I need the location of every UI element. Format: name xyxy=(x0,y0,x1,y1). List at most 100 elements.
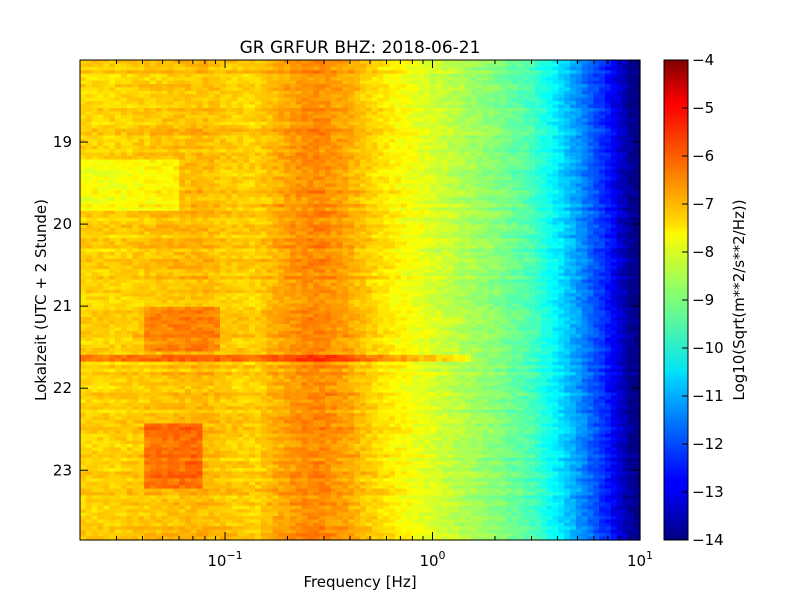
heatmap-cell xyxy=(290,152,297,157)
heatmap-cell xyxy=(260,200,268,205)
heatmap-cell xyxy=(365,204,373,209)
heatmap-cell xyxy=(430,231,437,236)
heatmap-cell xyxy=(482,190,489,195)
heatmap-cell xyxy=(126,156,134,161)
heatmap-cell xyxy=(634,169,641,174)
heatmap-cell xyxy=(115,125,122,130)
heatmap-cell xyxy=(523,66,530,71)
heatmap-cell xyxy=(505,80,513,85)
heatmap-cell xyxy=(599,135,606,140)
heatmap-cell xyxy=(155,159,163,164)
heatmap-cell xyxy=(476,173,484,178)
heatmap-cell xyxy=(575,217,583,222)
heatmap-cell xyxy=(348,186,355,191)
heatmap-cell xyxy=(214,217,221,222)
heatmap-cell xyxy=(80,90,87,95)
heatmap-cell xyxy=(517,224,524,229)
heatmap-cell xyxy=(494,159,501,164)
heatmap-cell xyxy=(546,77,554,82)
heatmap-cell xyxy=(406,73,414,78)
heatmap-cell xyxy=(225,197,233,202)
heatmap-cell xyxy=(225,149,233,154)
heatmap-cell xyxy=(622,104,629,109)
heatmap-cell xyxy=(132,90,139,95)
heatmap-cell xyxy=(482,94,489,99)
heatmap-cell xyxy=(179,166,186,171)
heatmap-cell xyxy=(540,228,548,233)
heatmap-cell xyxy=(132,73,139,78)
heatmap-cell xyxy=(622,97,629,102)
heatmap-cell xyxy=(237,73,244,78)
heatmap-cell xyxy=(517,145,524,150)
heatmap-cell xyxy=(540,183,548,188)
heatmap-cell xyxy=(255,180,262,185)
heatmap-cell xyxy=(109,166,116,171)
heatmap-cell xyxy=(511,173,519,178)
heatmap-cell xyxy=(447,87,454,92)
heatmap-cell xyxy=(325,77,332,82)
heatmap-cell xyxy=(120,162,128,167)
heatmap-cell xyxy=(418,60,425,65)
heatmap-cell xyxy=(330,108,338,113)
heatmap-cell xyxy=(435,152,443,157)
heatmap-cell xyxy=(430,173,437,178)
heatmap-cell xyxy=(406,210,414,215)
heatmap-cell xyxy=(138,60,145,65)
heatmap-cell xyxy=(447,204,454,209)
heatmap-cell xyxy=(336,214,344,219)
heatmap-cell xyxy=(80,234,87,239)
heatmap-cell xyxy=(80,228,87,233)
heatmap-cell xyxy=(412,108,419,113)
heatmap-cell xyxy=(319,228,326,233)
heatmap-cell xyxy=(511,111,519,116)
heatmap-cell xyxy=(179,169,186,174)
heatmap-cell xyxy=(231,190,239,195)
heatmap-cell xyxy=(540,217,548,222)
heatmap-cell xyxy=(610,101,618,106)
heatmap-cell xyxy=(599,87,606,92)
heatmap-cell xyxy=(161,200,169,205)
heatmap-cell xyxy=(120,173,128,178)
heatmap-cell xyxy=(622,200,629,205)
heatmap-cell xyxy=(360,176,367,181)
heatmap-cell xyxy=(307,152,314,157)
heatmap-cell xyxy=(599,142,606,147)
heatmap-cell xyxy=(371,204,379,209)
heatmap-cell xyxy=(208,152,215,157)
heatmap-cell xyxy=(202,197,209,202)
heatmap-cell xyxy=(120,125,128,130)
heatmap-cell xyxy=(570,190,577,195)
heatmap-cell xyxy=(476,60,484,65)
heatmap-cell xyxy=(348,121,355,126)
heatmap-cell xyxy=(441,108,449,113)
heatmap-cell xyxy=(406,149,414,154)
heatmap-cell xyxy=(459,70,466,75)
heatmap-cell xyxy=(132,104,139,109)
heatmap-cell xyxy=(91,145,99,150)
heatmap-cell xyxy=(424,63,431,68)
heatmap-cell xyxy=(255,221,262,226)
heatmap-cell xyxy=(266,132,274,137)
heatmap-cell xyxy=(435,132,443,137)
heatmap-cell xyxy=(243,84,250,89)
heatmap-cell xyxy=(540,173,548,178)
heatmap-cell xyxy=(80,231,87,236)
heatmap-cell xyxy=(179,94,186,99)
heatmap-cell xyxy=(330,128,338,133)
heatmap-cell xyxy=(132,125,139,130)
heatmap-cell xyxy=(342,190,349,195)
heatmap-cell xyxy=(342,132,349,137)
heatmap-cell xyxy=(173,135,180,140)
heatmap-cell xyxy=(593,111,600,116)
heatmap-cell xyxy=(295,114,303,119)
heatmap-cell xyxy=(255,214,262,219)
heatmap-cell xyxy=(115,217,122,222)
heatmap-cell xyxy=(249,94,256,99)
heatmap-cell xyxy=(610,138,618,143)
heatmap-cell xyxy=(109,197,116,202)
heatmap-cell xyxy=(383,135,390,140)
heatmap-cell xyxy=(126,183,134,188)
heatmap-cell xyxy=(523,173,530,178)
heatmap-cell xyxy=(505,87,513,92)
heatmap-cell xyxy=(167,63,174,68)
